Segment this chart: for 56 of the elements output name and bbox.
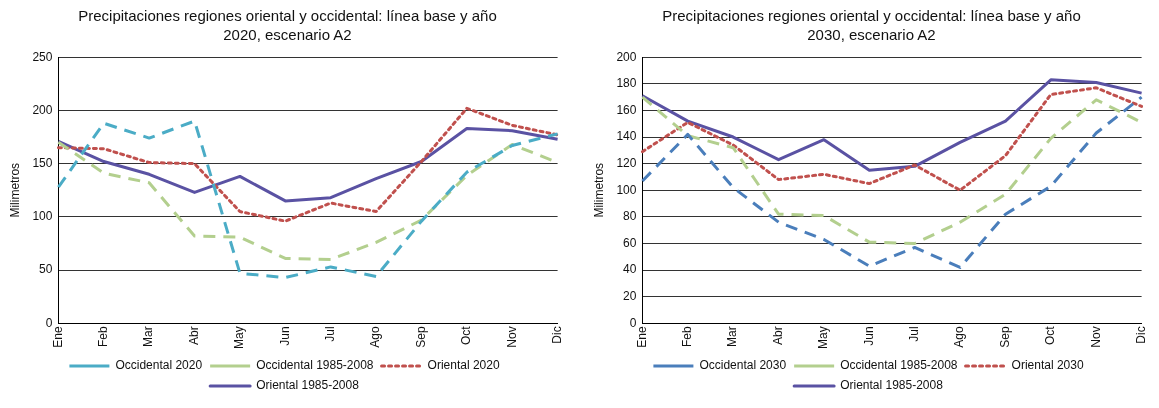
x-tick-label: Nov: [504, 326, 519, 348]
line-series: [640, 86, 1144, 192]
y-tick-label: 20: [623, 289, 637, 304]
y-tick-label: 150: [32, 155, 53, 170]
y-tick-label: 100: [616, 182, 637, 197]
x-tick-label: Sep: [997, 326, 1012, 348]
y-tick-label: 250: [32, 49, 53, 64]
y-tick-label: 160: [616, 102, 637, 117]
x-tick-label: Jun: [861, 326, 876, 346]
y-tick-label: 50: [39, 262, 53, 277]
legend-label: Oriental 2030: [1011, 358, 1084, 373]
x-tick-label: Feb: [680, 326, 695, 348]
x-tick-label: Nov: [1088, 326, 1103, 348]
x-tick-label: Jun: [277, 326, 292, 346]
legend-label: Occidental 2030: [699, 358, 787, 373]
y-tick-label: 120: [616, 155, 637, 170]
y-tick-label: 40: [623, 262, 637, 277]
x-tick-label: Feb: [96, 326, 111, 348]
y-tick-label: 80: [623, 209, 637, 224]
x-tick-label: Ene: [634, 326, 649, 348]
x-tick-label: Ene: [50, 326, 65, 348]
x-tick-label: Abr: [186, 326, 201, 346]
legend-label: Occidental 1985-2008: [256, 358, 374, 373]
y-tick-label: 200: [616, 49, 637, 64]
line-series: [56, 106, 560, 223]
x-tick-label: May: [816, 326, 831, 349]
y-tick-label: 0: [45, 315, 53, 330]
chart-title: Precipitaciones regiones oriental y occidental: línea base y año 2030, escenario A2: [661, 6, 1082, 44]
y-tick-label: 200: [32, 102, 53, 117]
y-tick-label: 100: [32, 209, 53, 224]
y-tick-label: 60: [623, 235, 637, 250]
legend-label: Oriental 1985-2008: [256, 378, 360, 393]
y-tick-label: 140: [616, 129, 637, 144]
legend-label: Oriental 2020: [427, 358, 500, 373]
legend-label: Occidental 1985-2008: [840, 358, 958, 373]
x-tick-label: Ago: [952, 326, 967, 348]
y-tick-label: 180: [616, 76, 637, 91]
x-tick-label: Dic: [549, 326, 564, 344]
x-tick-label: Ago: [368, 326, 383, 348]
x-tick-label: Jul: [907, 326, 922, 342]
x-tick-label: May: [232, 326, 247, 349]
x-tick-label: Mar: [141, 326, 156, 347]
x-tick-label: Sep: [413, 326, 428, 348]
legend-label: Occidental 2020: [115, 358, 203, 373]
x-tick-label: Abr: [770, 326, 785, 346]
x-tick-label: Mar: [725, 326, 740, 347]
legend-label: Oriental 1985-2008: [840, 378, 944, 393]
x-tick-label: Oct: [1043, 325, 1058, 345]
y-tick-label: 0: [629, 315, 637, 330]
chart-title: Precipitaciones regiones oriental y occidental: línea base y año 2020, escenario A2: [77, 6, 498, 44]
x-tick-label: Oct: [459, 325, 474, 345]
y-axis-title: Milimetros: [7, 162, 22, 218]
x-tick-label: Jul: [323, 326, 338, 342]
x-tick-label: Dic: [1133, 326, 1148, 344]
line-series: [56, 119, 560, 280]
y-axis-title: Milimetros: [591, 162, 606, 218]
